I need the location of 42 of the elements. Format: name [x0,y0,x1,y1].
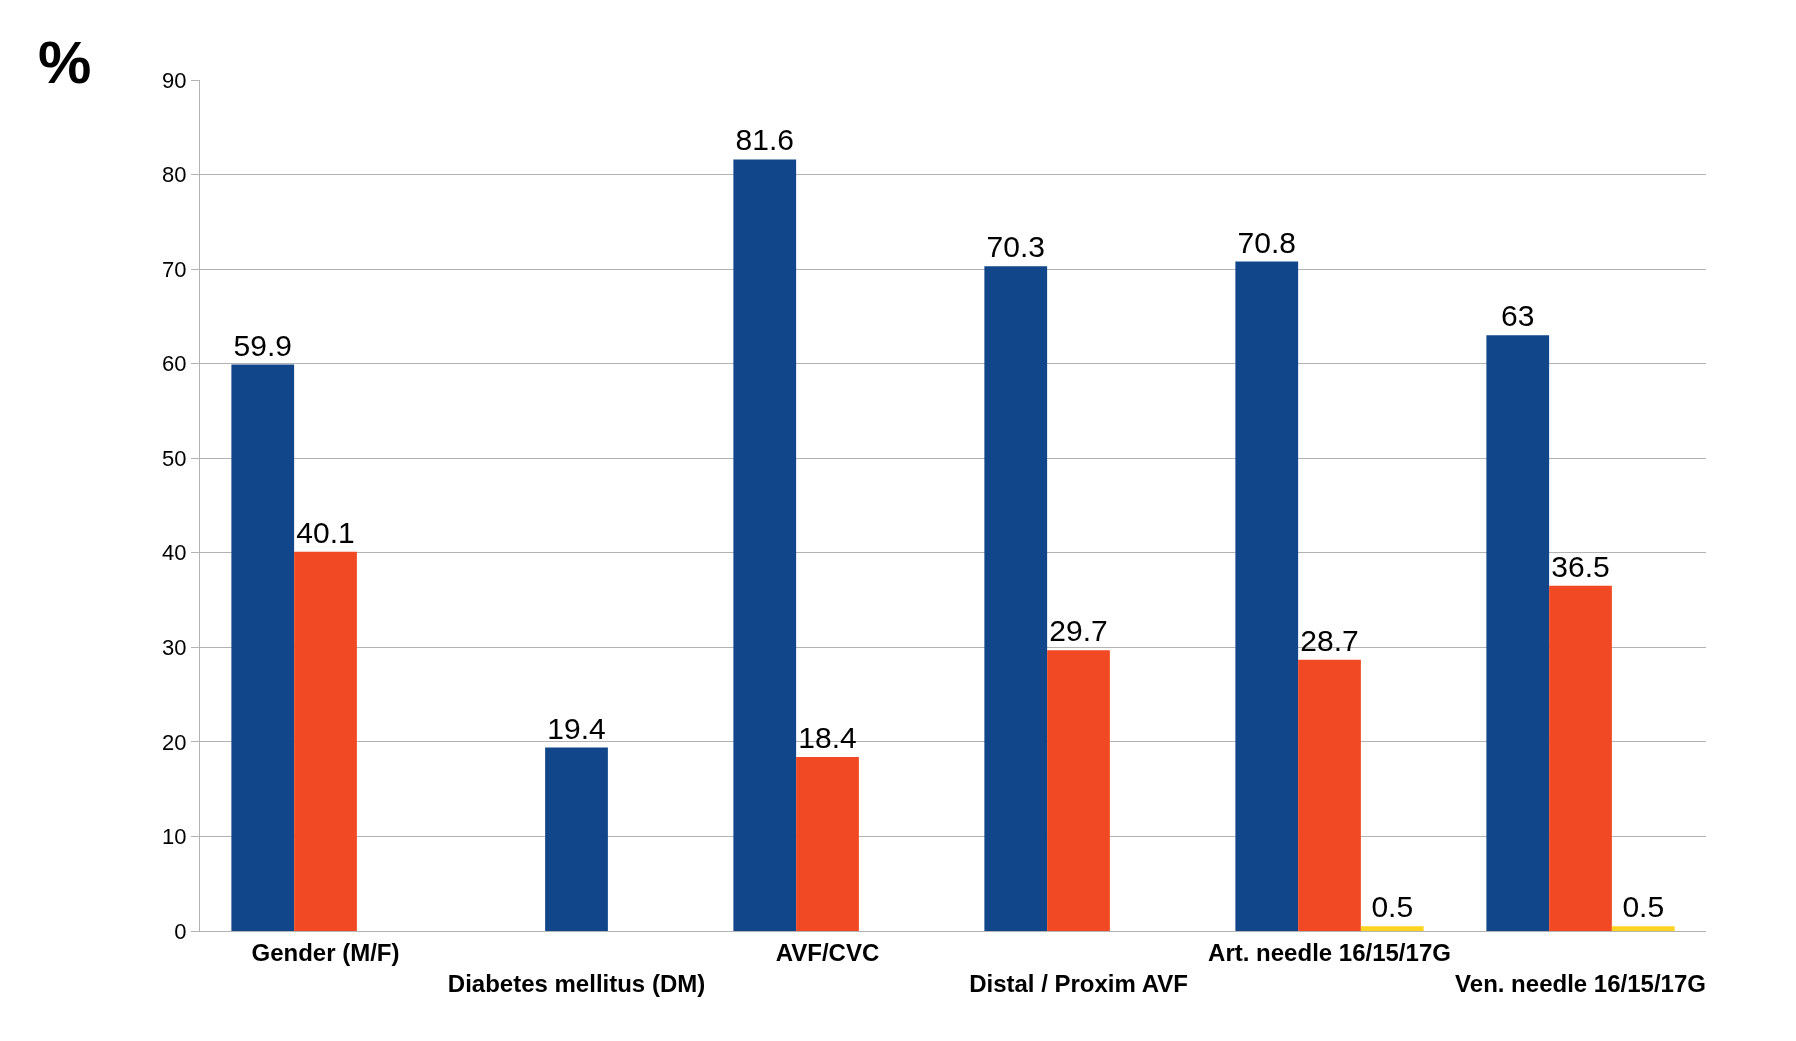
data-label: 0.5 [1622,890,1665,924]
data-label: 28.7 [1300,623,1359,657]
y-tick-label: 20 [162,729,187,755]
bar [984,266,1048,931]
bar [1235,261,1299,931]
data-label: 19.4 [547,711,606,745]
x-tick-label: Diabetes mellitus (DM) [447,970,706,997]
y-tick-label: 0 [174,918,187,944]
y-tick-label: 40 [162,540,187,566]
y-tick-label: 90 [162,67,187,93]
data-label: 29.7 [1049,614,1108,648]
data-label: 63 [1501,299,1535,333]
x-tick-label: AVF/CVC [775,938,880,966]
bar [1486,335,1550,931]
y-tick-label: 80 [162,162,187,188]
x-tick-label: Ven. needle 16/15/17G [1455,970,1706,997]
data-label: 18.4 [798,721,857,755]
bar [1549,585,1612,931]
y-axis-title: % [38,29,92,96]
bar [733,159,797,931]
data-label: 81.6 [735,123,794,157]
data-label: 40.1 [296,515,355,549]
x-tick-label: Distal / Proxim AVF [969,970,1188,997]
data-label: 70.3 [986,230,1045,264]
x-tick-label: Gender (M/F) [251,938,400,966]
y-tick-label: 30 [162,635,187,661]
bar [1360,926,1424,931]
data-label: 0.5 [1371,890,1414,924]
bar [1298,659,1361,931]
data-label: 70.8 [1237,225,1296,259]
bar [294,551,357,931]
bar [1047,650,1110,931]
x-tick-label: Art. needle 16/15/17G [1208,938,1451,966]
y-tick-label: 50 [162,445,187,471]
y-tick-label: 70 [162,256,187,282]
data-label: 59.9 [233,328,292,362]
bar [231,364,295,931]
bar [796,757,859,931]
bar [1611,926,1675,931]
y-tick-label: 60 [162,351,187,377]
y-tick-label: 10 [162,824,187,850]
data-label: 36.5 [1551,549,1610,583]
